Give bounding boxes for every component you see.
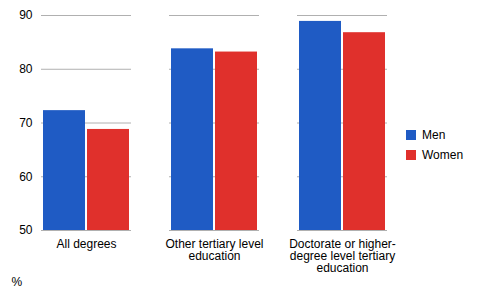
html-text:Men: Men — [422, 128, 446, 142]
svg-text:All degrees: All degrees — [56, 237, 116, 251]
svg-text:60: 60 — [19, 169, 33, 183]
svg-text:90: 90 — [19, 8, 33, 22]
svg-text:50: 50 — [19, 223, 33, 237]
svg-text:80: 80 — [19, 62, 33, 76]
svg-text:Other tertiary leveleducation: Other tertiary leveleducation — [165, 237, 263, 263]
svg-text:70: 70 — [19, 115, 33, 129]
svg-text:%: % — [12, 274, 23, 288]
svg-text:Doctorate or higher-degree lev: Doctorate or higher-degree level tertiar… — [289, 237, 396, 275]
html-text:Women: Women — [422, 148, 464, 162]
